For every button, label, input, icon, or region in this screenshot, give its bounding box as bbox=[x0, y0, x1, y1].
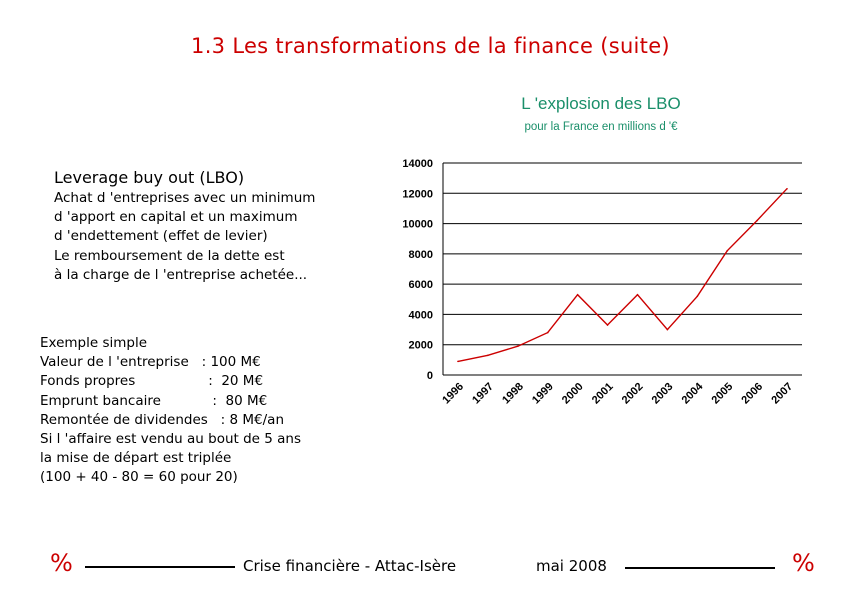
y-tick-label: 0 bbox=[427, 370, 433, 382]
chart-gridlines bbox=[442, 162, 802, 376]
example-line: Exemple simple bbox=[40, 335, 148, 351]
y-tick-label: 6000 bbox=[409, 279, 433, 291]
lbo-line: Achat d 'entreprises avec un minimum bbox=[54, 190, 316, 206]
x-tick-label: 1998 bbox=[500, 381, 526, 407]
lbo-line: d 'apport en capital et un maximum bbox=[54, 209, 298, 226]
series-line bbox=[457, 188, 788, 363]
data-point bbox=[666, 328, 669, 331]
data-point bbox=[487, 354, 489, 357]
lbo-line: à la charge de l 'entreprise achetée... bbox=[54, 266, 308, 283]
lbo-heading: Leverage buy out (LBO) bbox=[54, 168, 245, 187]
lbo-line: d 'endettement (effet de levier) bbox=[54, 228, 268, 245]
example-line: (100 + 40 - 80 = 60 pour 20) bbox=[40, 469, 238, 486]
lbo-line: Le remboursement de la dette est bbox=[54, 247, 285, 264]
y-axis-ticks: 0 2000 4000 6000 8000 10000 12000 14000 bbox=[402, 158, 433, 382]
x-tick-label: 2001 bbox=[590, 381, 616, 407]
data-point bbox=[786, 187, 788, 190]
data-point bbox=[726, 250, 729, 252]
data-point bbox=[546, 331, 549, 334]
x-tick-label: 2000 bbox=[560, 381, 586, 407]
footer-date: mai 2008 bbox=[536, 557, 607, 575]
data-point bbox=[696, 295, 699, 298]
chart-title: L 'explosion des LBO bbox=[521, 94, 681, 113]
footer-rule-left bbox=[85, 566, 235, 568]
footer-percent-symbol-right: % bbox=[792, 549, 815, 577]
x-tick-label: 2005 bbox=[710, 381, 736, 407]
example-line: Si l 'affaire est vendu au bout de 5 ans bbox=[40, 431, 302, 448]
data-point bbox=[457, 360, 459, 363]
example-line: Remontée de dividendes : 8 M€/an bbox=[40, 411, 285, 428]
x-tick-label: 2003 bbox=[650, 381, 676, 407]
example-line: la mise de départ est triplée bbox=[40, 450, 232, 467]
y-tick-label: 8000 bbox=[409, 249, 433, 261]
x-tick-label: 1999 bbox=[530, 381, 556, 407]
footer-rule-right bbox=[625, 567, 775, 569]
footer-caption: Crise financière - Attac-Isère bbox=[243, 557, 457, 575]
plot-area bbox=[457, 187, 788, 363]
data-point bbox=[576, 293, 579, 296]
x-tick-label: 2006 bbox=[739, 381, 765, 407]
x-tick-label: 1997 bbox=[470, 381, 496, 407]
data-point bbox=[756, 219, 758, 222]
data-point bbox=[606, 324, 609, 326]
x-tick-label: 2004 bbox=[680, 380, 706, 406]
y-tick-label: 2000 bbox=[409, 340, 433, 352]
example-line: Valeur de l 'entreprise : 100 M€ bbox=[40, 354, 261, 371]
x-tick-label: 2002 bbox=[620, 381, 646, 407]
x-axis-ticks: 1996 1997 1998 1999 2000 2001 2002 2003 2004 2005… bbox=[440, 380, 795, 406]
slide-title: 1.3 Les transformations de la finance (s… bbox=[191, 34, 670, 58]
x-tick-label: 2007 bbox=[769, 381, 795, 407]
example-line: Emprunt bancaire : 80 M€ bbox=[40, 392, 268, 409]
data-point bbox=[636, 293, 639, 296]
y-tick-label: 12000 bbox=[402, 188, 433, 200]
footer-percent-symbol-left: % bbox=[50, 549, 73, 577]
chart-subtitle: pour la France en millions d '€ bbox=[524, 121, 678, 133]
lbo-description: Achat d 'entreprises avec un minimum d '… bbox=[54, 189, 315, 285]
example-line: Fonds propres : 20 M€ bbox=[40, 373, 264, 390]
y-tick-label: 14000 bbox=[402, 158, 433, 170]
example-block: Exemple simple Valeur de l 'entreprise :… bbox=[40, 334, 301, 488]
x-tick-label: 1996 bbox=[440, 381, 466, 407]
data-point bbox=[516, 345, 519, 348]
y-tick-label: 10000 bbox=[402, 219, 433, 231]
y-tick-label: 4000 bbox=[409, 309, 433, 321]
